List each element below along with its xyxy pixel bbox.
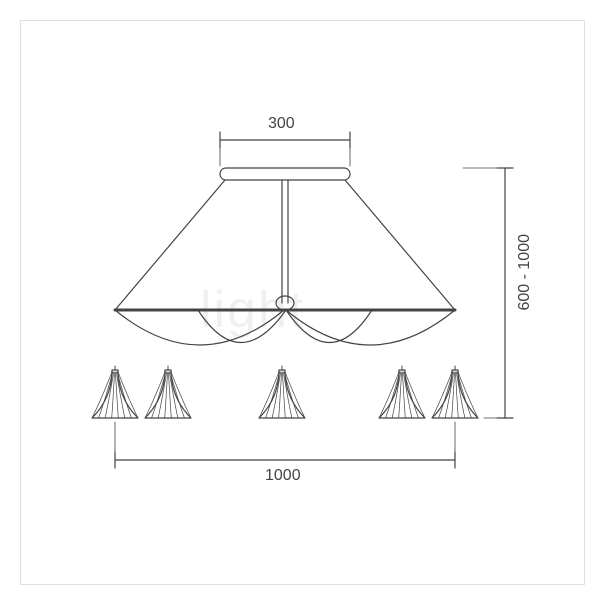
technical-drawing-svg [0,0,603,603]
